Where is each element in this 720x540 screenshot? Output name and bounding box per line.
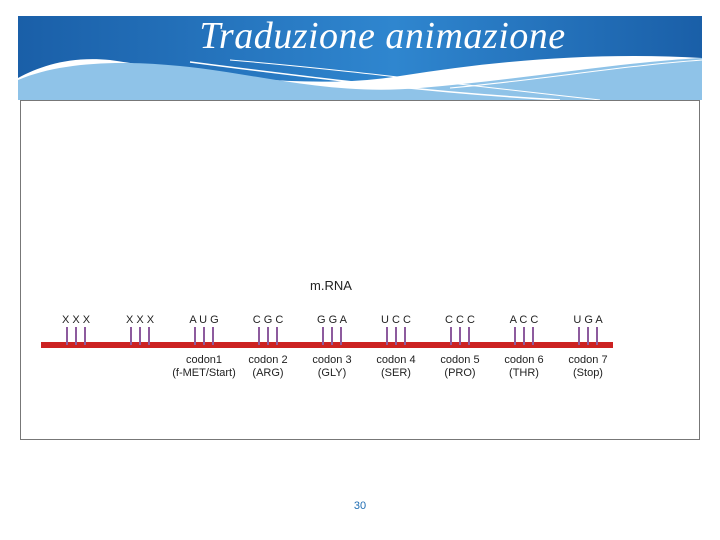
- triplet-label: C G C: [253, 314, 284, 326]
- mrna-diagram: m.RNA X X X X X X A U G C G C G G A U C C C C …: [41, 278, 613, 379]
- codon-name: codon 5: [440, 354, 479, 366]
- triplet-label: A C C: [510, 314, 539, 326]
- triplet-label: X X X: [126, 314, 155, 326]
- triplet-label: G G A: [317, 314, 348, 326]
- triplet-label: U G A: [573, 314, 603, 326]
- codon-amino-acid: (ARG): [252, 367, 283, 379]
- codon-name: codon 3: [312, 354, 351, 366]
- codon-name: codon 6: [504, 354, 543, 366]
- codon-name: codon 7: [568, 354, 607, 366]
- page-number: 30: [353, 500, 367, 512]
- triplet-label: U C C: [381, 314, 411, 326]
- codon-amino-acid: (PRO): [444, 367, 475, 379]
- codon-amino-acid: (Stop): [573, 367, 603, 379]
- mrna-label: m.RNA: [310, 278, 352, 293]
- triplet-label: A U G: [189, 314, 218, 326]
- triplet-label: X X X: [62, 314, 91, 326]
- figure-panel: m.RNA X X X X X X A U G C G C G G A U C C C C …: [20, 100, 700, 440]
- triplet-label: C C C: [445, 314, 475, 326]
- codon-amino-acid: (GLY): [318, 367, 347, 379]
- header-banner: [18, 16, 703, 101]
- mrna-strand: [41, 342, 613, 348]
- codon-name: codon 4: [376, 354, 415, 366]
- codon-name: codon 2: [248, 354, 287, 366]
- codon-amino-acid: (f-MET/Start): [172, 367, 236, 379]
- codon-amino-acid: (THR): [509, 367, 539, 379]
- codon-name: codon1: [186, 354, 222, 366]
- slide-title: Traduzione animazione: [199, 15, 566, 57]
- codon-amino-acid: (SER): [381, 367, 411, 379]
